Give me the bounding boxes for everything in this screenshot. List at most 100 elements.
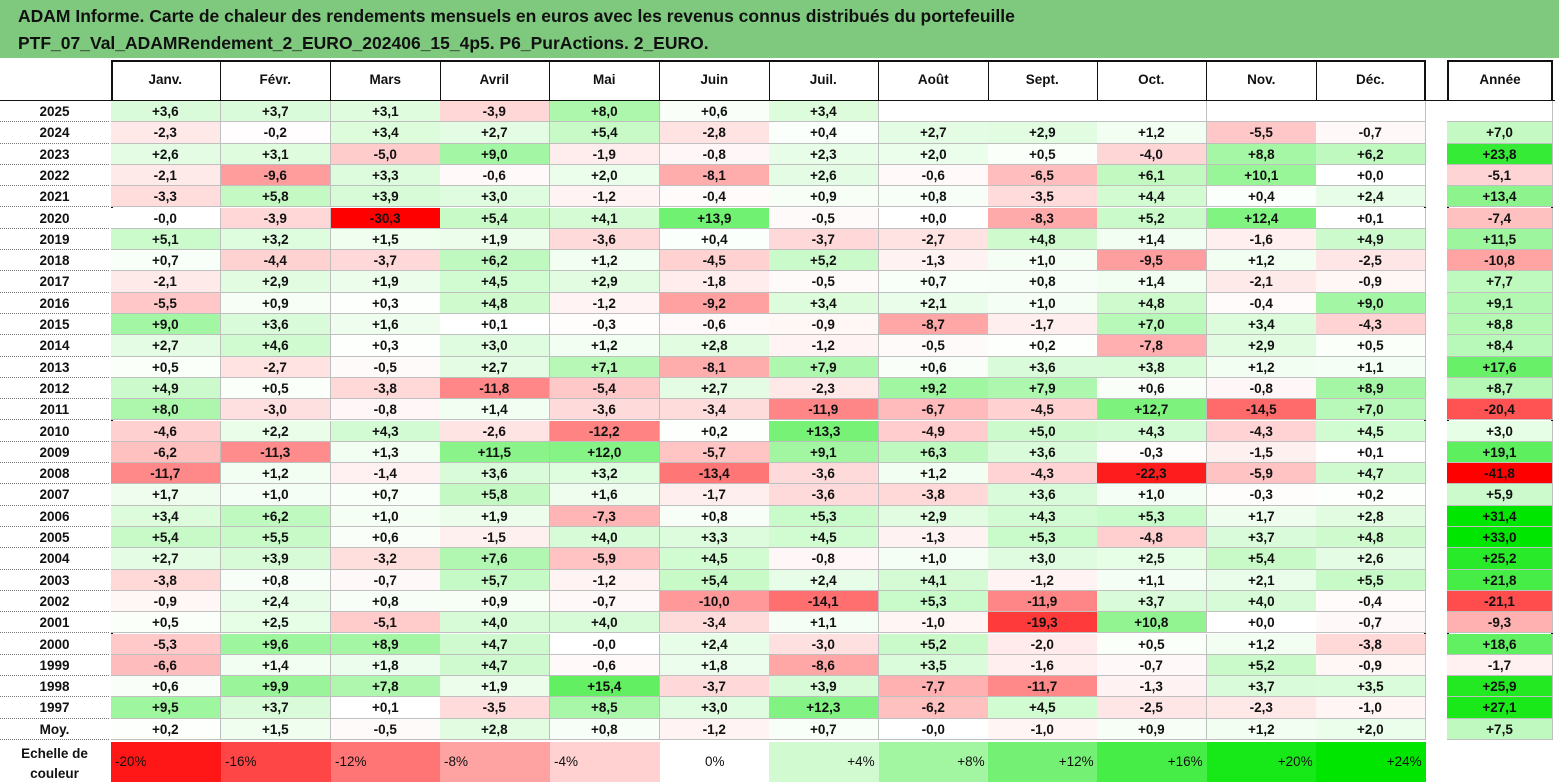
heatmap-cell: +4,5 [440,271,550,293]
heatmap-cell: +5,8 [221,186,331,208]
heatmap-cell: +2,7 [111,548,221,570]
heatmap-cell: +0,2 [660,420,770,442]
heatmap-cell: +4,3 [331,420,441,442]
heatmap-cell: +6,2 [221,505,331,527]
column-header: Sept. [988,60,1098,100]
heatmap-cell: +1,4 [221,654,331,677]
heatmap-cell: -0,7 [1316,122,1426,144]
heatmap-cell: -0,2 [221,122,331,144]
heatmap-cell: +2,6 [111,143,221,165]
heatmap-cell: -8,1 [660,356,770,378]
heatmap-cell: -2,6 [440,420,550,442]
heatmap-cell: +2,0 [879,143,989,165]
heatmap-cell: +2,6 [1316,548,1426,570]
heatmap-cell: -4,3 [1316,314,1426,336]
color-scale-swatch: 0% [660,742,770,782]
row-label: 2003 [0,570,109,591]
heatmap-cell: -30,3 [331,207,441,229]
heatmap-cell: +0,8 [660,505,770,527]
heatmap-cell: -0,6 [879,164,989,187]
heatmap-cell: +0,2 [988,335,1098,357]
heatmap-cell: +0,8 [879,186,989,208]
heatmap-cell: +4,3 [988,505,1098,527]
heatmap-cell: +0,2 [111,718,221,740]
heatmap-cell: +0,5 [988,143,1098,165]
heatmap-cell: +12,7 [1097,399,1207,421]
heatmap-cell: +1,2 [550,335,660,357]
year-total-cell: +7,7 [1447,271,1553,293]
row-label: 2024 [0,122,109,144]
heatmap-cell: +1,2 [1097,122,1207,144]
heatmap-cell: +6,3 [879,441,989,464]
heatmap-cell: -0,8 [660,143,770,165]
heatmap-cell: -3,0 [769,633,879,655]
heatmap-cell: +1,4 [440,399,550,421]
heatmap-cell: -5,5 [111,292,221,314]
row-label: 1999 [0,655,109,677]
heatmap-cell: -11,8 [440,377,550,400]
heatmap-cell: +3,7 [1097,590,1207,613]
heatmap-cell: +4,9 [111,377,221,400]
heatmap-cell: -2,7 [221,356,331,378]
heatmap-cell: -1,2 [660,718,770,740]
heatmap-cell: +0,5 [1097,633,1207,655]
color-scale-swatch: +24% [1316,742,1426,782]
heatmap-cell: -8,3 [988,207,1098,229]
heatmap-cell: +5,1 [111,228,221,251]
heatmap-cell: +5,2 [769,250,879,272]
heatmap-cell: +0,2 [1316,484,1426,506]
heatmap-cell: +2,7 [660,377,770,400]
heatmap-cell: +3,4 [111,505,221,527]
heatmap-cell: +0,9 [769,186,879,208]
heatmap-cell: -2,8 [660,122,770,144]
heatmap-cell: +3,8 [1097,356,1207,378]
color-scale-swatch: -8% [440,742,550,782]
year-total-cell: +19,1 [1447,441,1553,464]
heatmap-cell: +3,6 [440,463,550,485]
heatmap-cell: +2,8 [440,718,550,740]
heatmap-cell: -3,4 [660,612,770,634]
heatmap-cell: +7,1 [550,356,660,378]
column-header: Juil. [769,60,879,100]
year-total-cell: +8,7 [1447,377,1553,400]
heatmap-cell [988,101,1098,123]
heatmap-cell: -0,3 [1207,484,1317,506]
year-total-cell: +8,8 [1447,314,1553,336]
heatmap-cell: -3,3 [111,186,221,208]
heatmap-cell: +8,0 [550,101,660,123]
heatmap-cell: +1,2 [879,463,989,485]
heatmap-cell: -3,6 [550,399,660,421]
heatmap-cell: +5,7 [440,569,550,591]
heatmap-cell: -3,6 [769,463,879,485]
year-total-cell: -9,3 [1447,612,1553,634]
column-header: Oct. [1097,60,1207,100]
heatmap-cell: +1,6 [331,314,441,336]
heatmap-cell: +2,7 [111,335,221,357]
row-label: 2017 [0,271,109,293]
heatmap-cell: +3,3 [660,527,770,549]
row-label: 2015 [0,314,109,336]
heatmap-cell: +3,6 [221,314,331,336]
row-label: 2021 [0,186,109,208]
column-header: Janv. [111,60,221,100]
heatmap-cell: +5,3 [988,527,1098,549]
heatmap-cell: +8,5 [550,697,660,719]
heatmap-cell: -4,0 [1097,143,1207,165]
year-total-cell: -1,7 [1447,654,1553,677]
heatmap-cell: +3,0 [988,548,1098,570]
column-header: Nov. [1207,60,1317,100]
heatmap-cell: +5,2 [1207,654,1317,677]
heatmap-cell: -0,9 [1316,654,1426,677]
heatmap-cell: +0,0 [1207,612,1317,634]
heatmap-cell: -14,1 [769,590,879,613]
heatmap-cell: -2,5 [1097,697,1207,719]
row-label: 2005 [0,527,109,549]
heatmap-cell: -0,9 [1316,271,1426,293]
heatmap-cell: -0,8 [331,399,441,421]
year-total-cell [1447,101,1553,123]
heatmap-cell: -5,7 [660,441,770,464]
heatmap-cell: -0,7 [1316,612,1426,634]
heatmap-cell: +4,8 [988,228,1098,251]
heatmap-cell: -4,5 [660,250,770,272]
heatmap-cell: +4,8 [1316,527,1426,549]
